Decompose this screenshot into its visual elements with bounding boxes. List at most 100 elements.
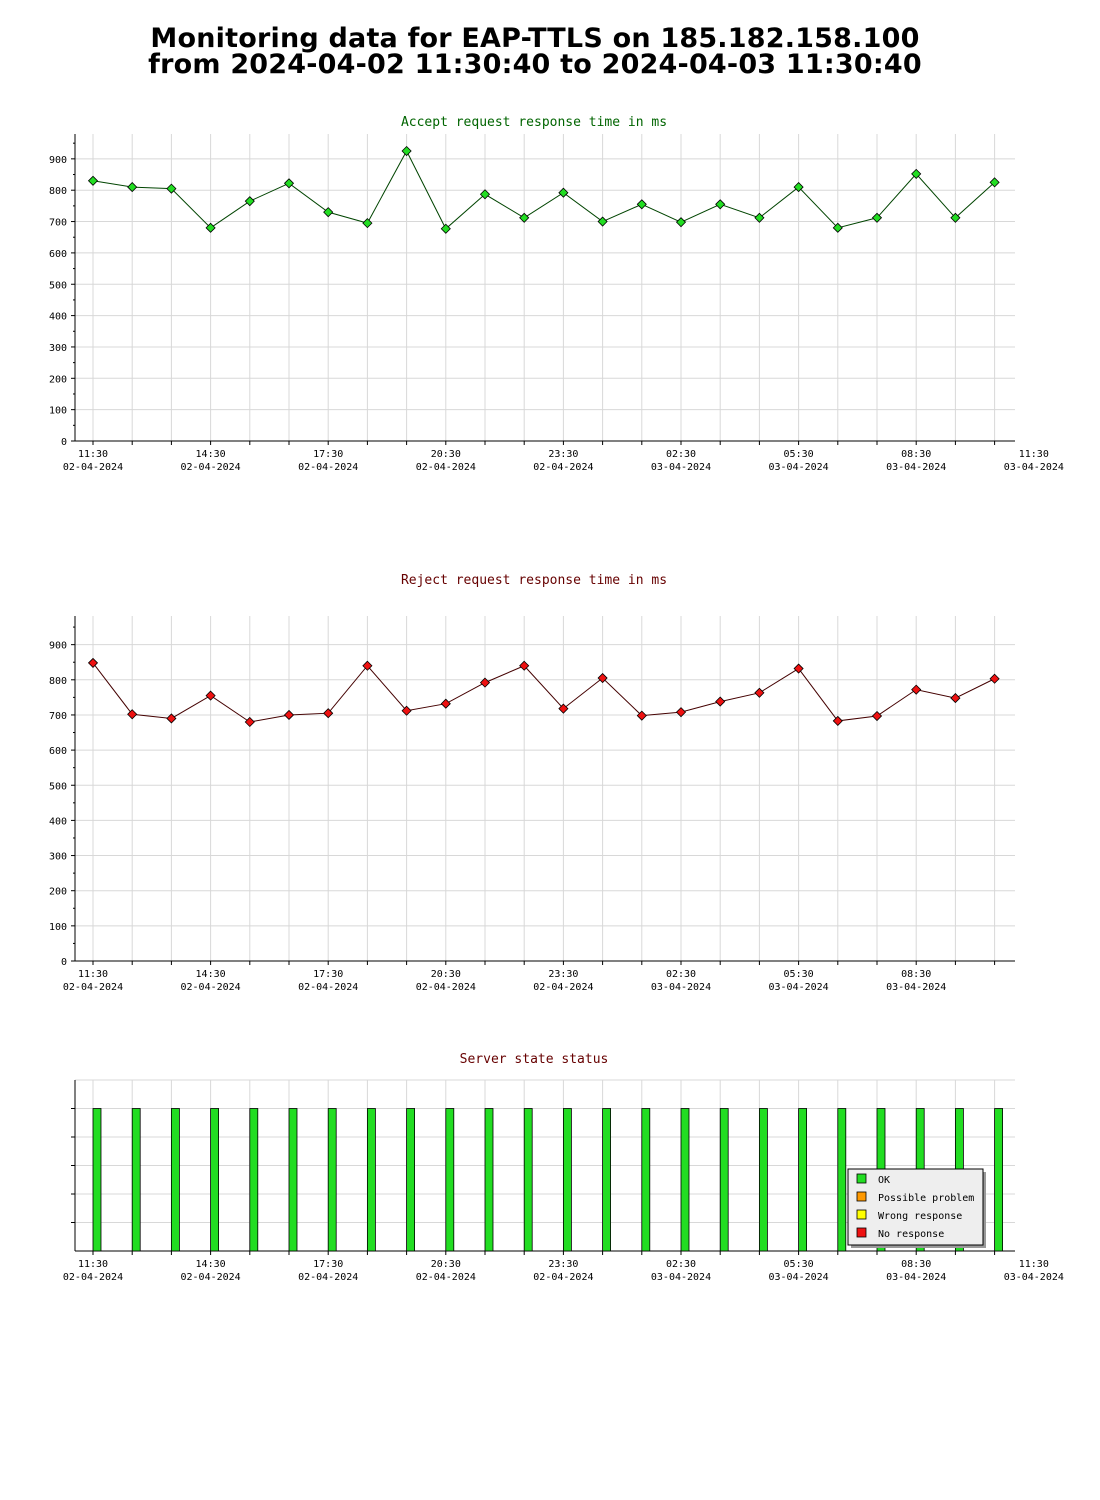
x-tick-label-time: 11:30 [1019, 1259, 1049, 1270]
x-tick-label-date: 03-04-2024 [768, 1272, 828, 1283]
x-tick-label-time: 20:30 [431, 449, 461, 460]
x-tick-label-time: 08:30 [901, 1259, 931, 1270]
y-tick-label: 700 [49, 218, 67, 229]
legend-label: Wrong response [878, 1211, 962, 1222]
legend-label: Possible problem [878, 1193, 974, 1204]
x-tick-label-time: 14:30 [196, 969, 226, 980]
data-point [244, 716, 255, 728]
data-point [87, 175, 99, 186]
x-tick-label-time: 05:30 [784, 969, 814, 980]
x-tick-label-time: 14:30 [196, 449, 226, 460]
status-bar [641, 1108, 651, 1252]
data-point [323, 207, 334, 218]
x-tick-label-time: 17:30 [313, 1259, 343, 1270]
data-point [362, 218, 373, 229]
data-point [871, 212, 883, 223]
x-tick-label-date: 02-04-2024 [63, 982, 123, 993]
chart-1: Accept request response time in ms 11:30 0… [49, 115, 1064, 473]
data-point [597, 216, 608, 227]
data-point [950, 693, 961, 704]
status-bar [327, 1108, 337, 1252]
y-tick-label: 200 [49, 374, 67, 385]
x-tick-label-time: 17:30 [313, 449, 343, 460]
y-tick-label: 500 [49, 781, 67, 792]
status-bar [719, 1108, 729, 1252]
data-point [87, 657, 99, 668]
data-point [989, 673, 1000, 684]
legend-label: No response [878, 1229, 944, 1240]
x-tick-label-date: 03-04-2024 [886, 982, 946, 993]
data-point [479, 189, 491, 200]
status-bar [563, 1108, 572, 1252]
x-tick-label-time: 05:30 [784, 1259, 814, 1270]
x-tick-label-date: 03-04-2024 [768, 462, 828, 473]
x-tick-label-time: 23:30 [548, 1259, 578, 1270]
status-bar [484, 1108, 494, 1252]
x-tick-label-date: 02-04-2024 [298, 982, 358, 993]
data-point [832, 715, 843, 726]
x-tick-label-time: 08:30 [901, 449, 931, 460]
x-tick-label-time: 23:30 [548, 969, 578, 980]
chart-title: Server state status [460, 1052, 609, 1067]
status-bar [406, 1108, 416, 1252]
x-tick-label-date: 03-04-2024 [1004, 1272, 1064, 1283]
data-point [636, 710, 647, 721]
y-tick-label: 900 [49, 641, 67, 652]
y-tick-label: 300 [49, 852, 67, 863]
y-tick-label: 400 [49, 312, 67, 323]
status-bar [170, 1108, 180, 1252]
status-bar [131, 1108, 141, 1252]
status-bar [602, 1108, 611, 1252]
x-tick-label-date: 02-04-2024 [180, 1272, 240, 1283]
status-bar [210, 1108, 220, 1252]
y-tick-label: 100 [49, 922, 67, 933]
x-tick-label-time: 20:30 [431, 969, 461, 980]
x-tick-label-date: 02-04-2024 [533, 982, 593, 993]
x-tick-label-date: 03-04-2024 [886, 462, 946, 473]
x-tick-label-date: 02-04-2024 [533, 1272, 593, 1283]
y-tick-label: 0 [61, 957, 67, 968]
y-tick-label: 100 [49, 406, 67, 417]
legend-box [847, 1168, 984, 1246]
status-bar [288, 1108, 298, 1252]
x-tick-label-time: 02:30 [666, 449, 696, 460]
data-point [754, 687, 765, 698]
y-tick-label: 600 [49, 249, 67, 260]
data-point [519, 212, 530, 223]
y-tick-label: 800 [49, 186, 67, 197]
x-tick-label-time: 11:30 [78, 449, 108, 460]
x-tick-label-date: 02-04-2024 [298, 462, 358, 473]
data-point [871, 710, 883, 722]
data-point [205, 690, 216, 701]
legend-label: OK [878, 1175, 890, 1186]
data-point [519, 660, 530, 671]
x-tick-label-date: 03-04-2024 [651, 982, 711, 993]
x-tick-label-time: 23:30 [548, 449, 578, 460]
data-point [715, 696, 726, 707]
status-bar [92, 1108, 102, 1252]
status-bar [680, 1108, 690, 1252]
y-tick-label: 400 [49, 816, 67, 827]
data-point [793, 663, 804, 674]
status-bar [837, 1108, 847, 1252]
x-tick-label-date: 02-04-2024 [298, 1272, 358, 1283]
y-tick-label: 500 [49, 280, 67, 291]
x-tick-label-time: 05:30 [784, 449, 814, 460]
chart-title: Accept request response time in ms [401, 115, 667, 130]
data-point [911, 168, 922, 179]
data-point [244, 196, 255, 207]
x-tick-label-date: 02-04-2024 [180, 462, 240, 473]
x-tick-label-date: 02-04-2024 [180, 982, 240, 993]
series-line [92, 662, 995, 723]
data-point [950, 212, 961, 223]
data-point [127, 181, 138, 193]
data-point [911, 684, 922, 695]
legend-swatch [856, 1209, 867, 1220]
chart-3: Server state status 11:30 02-04-2024 14:30 0… [63, 1052, 1064, 1283]
data-point [675, 217, 687, 228]
x-tick-label-time: 08:30 [901, 969, 931, 980]
data-point [323, 708, 334, 719]
status-bar [759, 1108, 768, 1252]
legend-swatch [856, 1191, 867, 1202]
data-point [597, 672, 608, 684]
